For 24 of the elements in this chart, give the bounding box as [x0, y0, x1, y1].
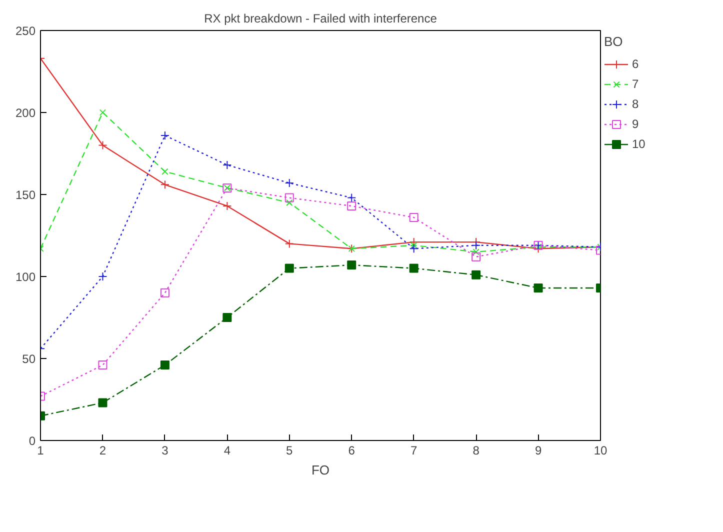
y-tick-label: 0 — [28, 434, 36, 448]
legend-label: 8 — [632, 97, 640, 111]
legend-label: 6 — [632, 57, 640, 71]
x-tick-label: 7 — [410, 444, 418, 458]
legend-title: BO — [604, 34, 624, 49]
x-axis-title: FO — [311, 462, 330, 478]
x-tick-label: 3 — [162, 444, 169, 458]
x-tick-label: 10 — [594, 444, 608, 458]
legend-label: 9 — [632, 117, 640, 131]
legend-label: 7 — [632, 77, 640, 91]
y-tick-label: 250 — [15, 24, 36, 38]
legend-label: 10 — [632, 137, 646, 151]
x-tick-label: 8 — [472, 444, 480, 458]
x-tick-label: 4 — [224, 444, 231, 458]
x-tick-label: 9 — [534, 444, 542, 458]
x-tick-label: 5 — [286, 444, 294, 458]
x-tick-label: 2 — [99, 444, 106, 458]
y-tick-label: 200 — [15, 106, 36, 120]
y-tick-label: 100 — [15, 270, 36, 284]
y-tick-label: 50 — [22, 352, 36, 366]
x-tick-label: 1 — [37, 444, 44, 458]
y-tick-label: 150 — [15, 188, 36, 202]
chart-title: RX pkt breakdown - Failed with interference — [204, 12, 438, 26]
x-tick-label: 6 — [348, 444, 356, 458]
